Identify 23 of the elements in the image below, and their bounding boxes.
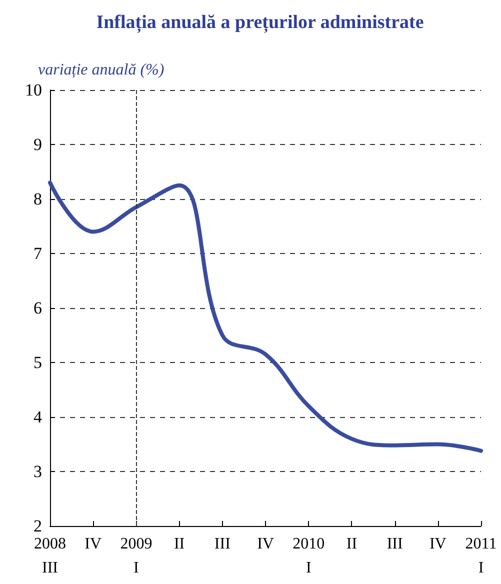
line-series [48, 180, 483, 453]
y-tick-label: 8 [34, 190, 42, 208]
y-tick-label: 4 [34, 408, 42, 426]
y-tick-label: 2 [34, 516, 42, 536]
x-tick-label: IV [84, 536, 102, 552]
x-tick-label: III [214, 536, 230, 552]
x-tick-label: 2010 I [292, 536, 325, 576]
y-tick-label: 7 [34, 244, 42, 263]
x-tick-label: III [386, 536, 403, 552]
x-tick-label: 2008 III [34, 536, 66, 576]
x-tick-label: 2011 I [465, 536, 497, 576]
x-tick-label: II [174, 536, 185, 552]
y-axis-title: variație anuală (%) [38, 62, 164, 78]
y-tick-label: 6 [34, 298, 42, 318]
y-tick-label: 10 [25, 80, 42, 100]
x-tick-label: 2009 I [120, 536, 152, 576]
x-tick-label: II [346, 536, 358, 552]
y-tick-label: 5 [34, 353, 42, 372]
y-tick-label: 9 [34, 135, 42, 154]
x-tick-label: IV [257, 536, 274, 552]
x-tick-label: IV [429, 536, 447, 552]
y-tick-label: 3 [34, 462, 42, 481]
chart-title: Inflația anuală a prețurilor administrate [96, 12, 424, 33]
